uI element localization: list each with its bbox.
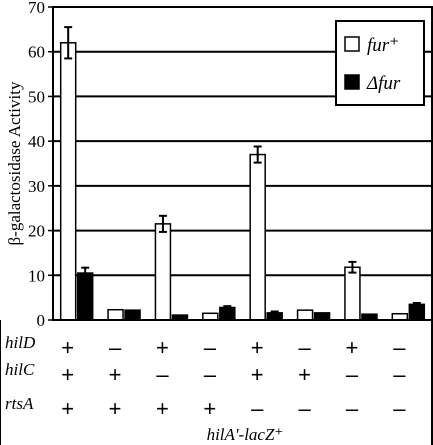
sign-rtsA-1: + [61,396,74,421]
legend-label-1: Δfur [366,73,401,94]
bar-delta-fur-1 [76,272,94,321]
sign-hilC-8: – [393,362,406,387]
sign-rtsA-4: + [203,396,216,421]
sign-rtsA-6: – [298,396,311,421]
genotype-table: hilD + – + – + – + –hilC + + – – + + – –rtsA + + + + – – – – [0,320,433,445]
sign-rtsA-2: + [109,396,122,421]
row-label-rtsA: rtsA [5,394,34,413]
sign-rtsA-5: – [251,396,264,421]
sign-hilD-2: – [109,335,122,360]
y-tick-label-20: 20 [28,222,45,241]
x-caption: hilA'-lacZ⁺ [207,425,284,444]
y-tick-label-50: 50 [28,87,45,106]
row-label-hilD: hilD [5,333,36,352]
legend-swatch-1 [344,74,360,90]
bar-furplus-1 [59,42,77,321]
sign-hilC-4: – [204,362,217,387]
sign-hilC-6: + [298,362,311,387]
bar-furplus-7 [344,266,361,321]
y-tick-label-10: 10 [28,266,45,285]
sign-rtsA-8: – [393,396,406,421]
sign-hilC-1: + [61,362,74,387]
y-tick-label-0: 0 [37,311,46,330]
plot-border [52,6,433,321]
sign-rtsA-7: – [346,396,359,421]
sign-hilD-1: + [61,335,74,360]
legend: fur⁺ Δfur [335,20,425,106]
grid-lines [53,50,432,277]
legend-label-0: fur⁺ [367,35,399,56]
bar-furplus-2 [107,308,124,321]
y-tick-label-60: 60 [28,43,45,62]
row-label-hilC: hilC [5,360,35,379]
sign-hilC-2: + [109,362,122,387]
sign-hilD-5: + [251,335,264,360]
y-axis-ticks: 0 10 20 30 40 50 60 70 [28,0,53,330]
sign-hilD-6: – [298,335,311,360]
legend-box [335,20,425,106]
bar-furplus-5 [249,153,266,321]
bars [59,42,426,321]
bar-furplus-4 [202,312,219,321]
bar-furplus-3 [154,223,172,321]
sign-rtsA-3: + [156,396,169,421]
bar-delta-fur-8 [408,303,426,321]
y-axis-label: β-galactosidase Activity [5,81,24,245]
bar-furplus-6 [296,309,314,321]
bar-delta-fur-6 [313,312,331,321]
error-bars [64,26,421,316]
bar-delta-fur-2 [124,309,141,321]
sign-hilD-4: – [204,335,217,360]
legend-swatch-0 [344,36,360,52]
y-tick-label-40: 40 [28,132,45,151]
sign-hilC-3: – [156,362,169,387]
sign-hilD-3: + [156,335,169,360]
sign-hilD-7: + [346,335,359,360]
y-tick-label-30: 30 [28,177,45,196]
sign-hilC-5: + [251,362,264,387]
sign-hilD-8: – [393,335,406,360]
plot-frame [52,6,433,321]
y-tick-label-70: 70 [28,0,45,17]
sign-hilC-7: – [346,362,359,387]
